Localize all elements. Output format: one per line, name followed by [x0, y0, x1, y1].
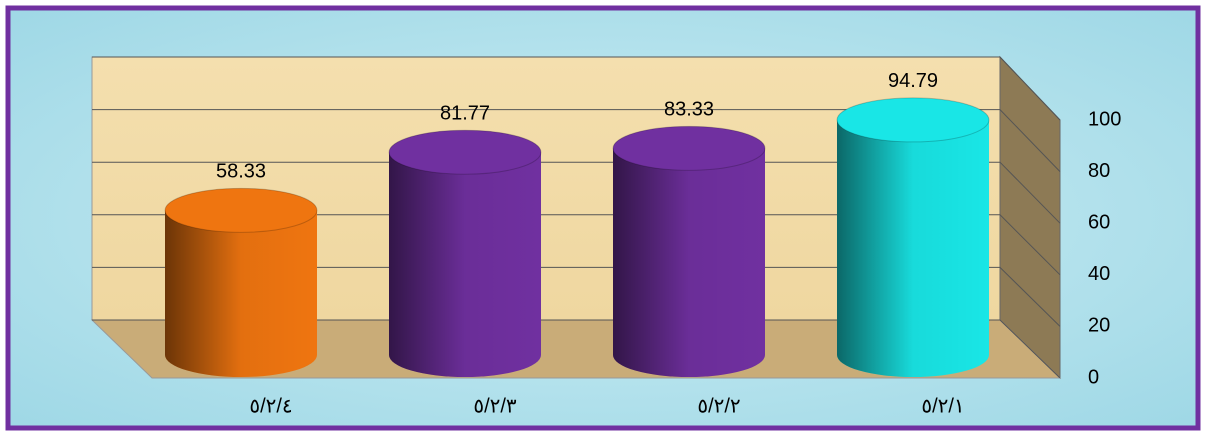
cylinder-top: [164, 187, 318, 233]
data-label: 83.33: [664, 99, 714, 121]
data-label: 94.79: [888, 70, 938, 92]
cylinder: [612, 125, 766, 377]
cylinder-shade: [389, 152, 541, 377]
cylinder-top: [836, 97, 990, 143]
cylinder-top: [612, 125, 766, 171]
y-tick-label: 20: [1088, 315, 1110, 337]
x-tick-label: ٥/٢/٢: [697, 395, 740, 417]
cylinder-top: [388, 129, 542, 175]
cylinder-shade: [165, 210, 317, 377]
cylinder: [836, 97, 990, 377]
grid-line: [92, 56, 1061, 121]
cylinder: [388, 129, 542, 377]
y-tick-label: 0: [1088, 366, 1099, 388]
data-label: 58.33: [216, 161, 266, 183]
y-tick-label: 100: [1088, 108, 1121, 130]
x-tick-label: ٥/٢/٣: [473, 395, 517, 417]
y-tick-label: 40: [1088, 263, 1110, 285]
y-tick-label: 60: [1088, 211, 1110, 233]
cylinder-shade: [837, 119, 989, 377]
y-tick-label: 80: [1088, 160, 1110, 182]
data-label: 81.77: [440, 102, 490, 124]
cylinder-shade: [613, 148, 765, 377]
grid-line: [92, 109, 1061, 172]
x-tick-label: ٥/٢/٤: [249, 395, 292, 417]
x-tick-label: ٥/٢/١: [921, 395, 964, 417]
cylinder: [164, 187, 318, 377]
